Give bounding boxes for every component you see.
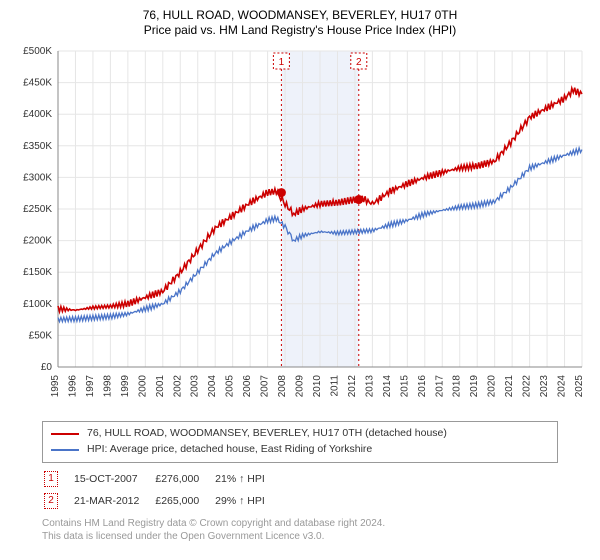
svg-text:2009: 2009 — [295, 375, 306, 398]
svg-text:2023: 2023 — [539, 375, 550, 398]
svg-text:2019: 2019 — [469, 375, 480, 398]
legend-label-hpi: HPI: Average price, detached house, East… — [87, 442, 372, 458]
marker-delta: 21% ↑ HPI — [215, 469, 279, 489]
svg-text:2025: 2025 — [574, 375, 585, 398]
svg-text:2005: 2005 — [225, 375, 236, 398]
svg-text:2024: 2024 — [557, 375, 568, 398]
svg-text:£350K: £350K — [23, 141, 52, 152]
svg-text:£50K: £50K — [29, 330, 53, 341]
svg-text:1998: 1998 — [102, 375, 113, 398]
svg-text:2015: 2015 — [399, 375, 410, 398]
svg-text:2006: 2006 — [242, 375, 253, 398]
svg-text:£500K: £500K — [23, 46, 52, 57]
svg-text:2002: 2002 — [172, 375, 183, 398]
legend-swatch-property — [51, 433, 79, 435]
marker-price: £276,000 — [155, 469, 213, 489]
legend: 76, HULL ROAD, WOODMANSEY, BEVERLEY, HU1… — [42, 421, 558, 463]
svg-text:2022: 2022 — [522, 375, 533, 398]
svg-text:2013: 2013 — [364, 375, 375, 398]
svg-text:1: 1 — [279, 57, 285, 68]
svg-text:2007: 2007 — [260, 375, 271, 398]
legend-label-property: 76, HULL ROAD, WOODMANSEY, BEVERLEY, HU1… — [87, 426, 447, 442]
svg-text:£300K: £300K — [23, 172, 52, 183]
line-chart-svg: £0 £50K £100K £150K £200K £250K £300K £350K £400… — [10, 43, 590, 415]
svg-text:£0: £0 — [41, 362, 53, 373]
legend-row-property: 76, HULL ROAD, WOODMANSEY, BEVERLEY, HU1… — [51, 426, 549, 442]
markers-table: 1 15-OCT-2007£276,00021% ↑ HPI 2 21-MAR-201… — [42, 467, 281, 513]
svg-text:£450K: £450K — [23, 78, 52, 89]
svg-text:£100K: £100K — [23, 299, 52, 310]
svg-text:2003: 2003 — [190, 375, 201, 398]
marker-dot — [354, 195, 363, 204]
svg-text:2014: 2014 — [382, 375, 393, 398]
svg-text:2: 2 — [356, 57, 362, 68]
svg-text:2010: 2010 — [312, 375, 323, 398]
footer-line-2: This data is licensed under the Open Gov… — [42, 530, 558, 543]
svg-text:2012: 2012 — [347, 375, 358, 398]
marker-number-box: 1 — [44, 471, 58, 487]
svg-text:1996: 1996 — [67, 375, 78, 398]
chart-subtitle: Price paid vs. HM Land Registry's House … — [10, 23, 590, 37]
chart-area: £0 £50K £100K £150K £200K £250K £300K £350K £400… — [10, 43, 590, 415]
svg-text:£400K: £400K — [23, 109, 52, 120]
svg-text:2011: 2011 — [329, 375, 340, 397]
footer-line-1: Contains HM Land Registry data © Crown c… — [42, 517, 558, 530]
svg-text:1997: 1997 — [85, 375, 96, 398]
svg-text:2018: 2018 — [452, 375, 463, 398]
svg-text:£200K: £200K — [23, 236, 52, 247]
svg-text:2020: 2020 — [487, 375, 498, 398]
svg-text:£250K: £250K — [23, 204, 52, 215]
footer-attribution: Contains HM Land Registry data © Crown c… — [42, 517, 558, 543]
svg-text:2001: 2001 — [155, 375, 166, 398]
legend-swatch-hpi — [51, 449, 79, 451]
svg-text:2021: 2021 — [504, 375, 515, 398]
chart-container: 76, HULL ROAD, WOODMANSEY, BEVERLEY, HU1… — [0, 0, 600, 560]
marker-row: 1 15-OCT-2007£276,00021% ↑ HPI — [44, 469, 279, 489]
marker-number-box: 2 — [44, 493, 58, 509]
marker-date: 21-MAR-2012 — [74, 491, 153, 511]
legend-row-hpi: HPI: Average price, detached house, East… — [51, 442, 549, 458]
chart-title: 76, HULL ROAD, WOODMANSEY, BEVERLEY, HU1… — [10, 8, 590, 22]
marker-price: £265,000 — [155, 491, 213, 511]
svg-text:2017: 2017 — [434, 375, 445, 398]
svg-text:1995: 1995 — [50, 375, 61, 398]
svg-text:2008: 2008 — [277, 375, 288, 398]
svg-text:£150K: £150K — [23, 267, 52, 278]
svg-text:2016: 2016 — [417, 375, 428, 398]
svg-text:1999: 1999 — [120, 375, 131, 398]
svg-text:2004: 2004 — [207, 375, 218, 398]
marker-delta: 29% ↑ HPI — [215, 491, 279, 511]
marker-dot — [277, 188, 286, 197]
marker-row: 2 21-MAR-2012£265,00029% ↑ HPI — [44, 491, 279, 511]
marker-date: 15-OCT-2007 — [74, 469, 153, 489]
svg-text:2000: 2000 — [137, 375, 148, 398]
